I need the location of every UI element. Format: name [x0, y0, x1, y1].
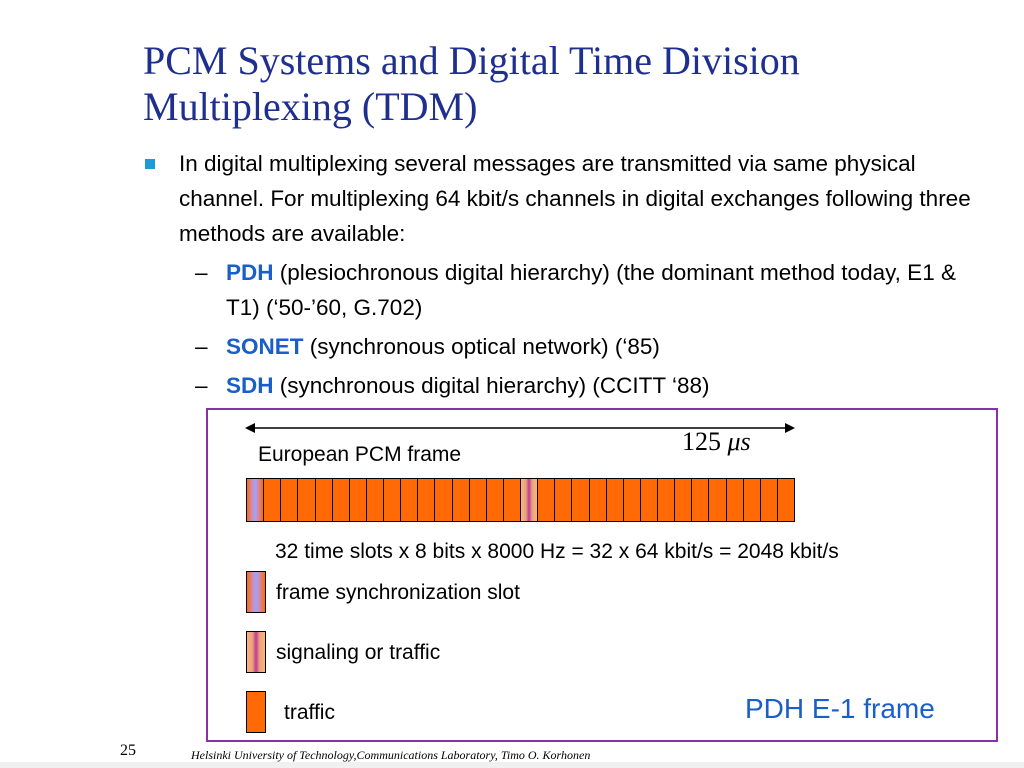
frame-duration: 125 μs [682, 427, 751, 457]
sub-bullet-sdh: – SDH (synchronous digital hierarchy) (C… [143, 368, 973, 403]
keyword-pdh: PDH [226, 260, 274, 285]
arrow-left-icon [245, 423, 255, 433]
legend-sync-label: frame synchronization slot [276, 581, 520, 604]
dash-icon: – [195, 373, 208, 398]
keyword-sonet: SONET [226, 334, 304, 359]
duration-arrow [245, 423, 795, 433]
traffic-slot [486, 479, 504, 521]
frame-label: European PCM frame [258, 443, 462, 466]
traffic-slot [538, 479, 556, 521]
frame-formula: 32 time slots x 8 bits x 8000 Hz = 32 x … [275, 540, 839, 563]
legend-signaling-swatch [246, 631, 266, 673]
traffic-slot [384, 479, 402, 521]
legend-traffic-label: traffic [284, 701, 335, 724]
sub-bullet-text: (synchronous digital hierarchy) (CCITT ‘… [273, 373, 710, 398]
traffic-slot [692, 479, 710, 521]
bullet-main-text: In digital multiplexing several messages… [179, 151, 971, 246]
traffic-slot [315, 479, 333, 521]
footer-rule [0, 762, 1024, 768]
pdh-frame-box [206, 408, 998, 742]
sub-bullet-text: (plesiochronous digital hierarchy) (the … [226, 260, 956, 320]
traffic-slot [366, 479, 384, 521]
traffic-slot [726, 479, 744, 521]
sub-bullet-pdh: – PDH (plesiochronous digital hierarchy)… [143, 255, 973, 325]
traffic-slot [469, 479, 487, 521]
traffic-slot [435, 479, 453, 521]
pcm-frame [246, 478, 795, 522]
traffic-slot [452, 479, 470, 521]
legend-sync-swatch [246, 571, 266, 613]
traffic-slot [572, 479, 590, 521]
traffic-slot [281, 479, 299, 521]
bullet-list: In digital multiplexing several messages… [143, 146, 973, 403]
sync-slot [247, 479, 265, 521]
traffic-slot [264, 479, 282, 521]
traffic-slot [332, 479, 350, 521]
title-line-1: PCM Systems and Digital Time Division [143, 38, 800, 83]
traffic-slot [555, 479, 573, 521]
dash-icon: – [195, 334, 208, 359]
page-number: 25 [120, 742, 136, 759]
bullet-square-icon [145, 159, 155, 169]
diagram-caption: PDH E-1 frame [745, 693, 935, 724]
traffic-slot [418, 479, 436, 521]
sub-bullet-text: (synchronous optical network) (‘85) [303, 334, 660, 359]
traffic-slot [349, 479, 367, 521]
traffic-slot [503, 479, 521, 521]
duration-number: 125 [682, 427, 721, 456]
legend-traffic-swatch [246, 691, 266, 733]
traffic-slot [640, 479, 658, 521]
traffic-slot [658, 479, 676, 521]
traffic-slot [298, 479, 316, 521]
traffic-slot [589, 479, 607, 521]
slide-title: PCM Systems and Digital Time Division Mu… [143, 38, 1003, 130]
keyword-sdh: SDH [226, 373, 274, 398]
title-line-2: Multiplexing (TDM) [143, 84, 478, 129]
arrow-right-icon [785, 423, 795, 433]
legend-signaling-label: signaling or traffic [276, 641, 441, 664]
duration-unit: μs [727, 427, 751, 456]
bullet-main: In digital multiplexing several messages… [143, 146, 973, 251]
footer-text: Helsinki University of Technology,Commun… [191, 748, 591, 762]
dash-icon: – [195, 260, 208, 285]
traffic-slot [743, 479, 761, 521]
traffic-slot [709, 479, 727, 521]
traffic-slot [777, 479, 794, 521]
traffic-slot [401, 479, 419, 521]
traffic-slot [760, 479, 778, 521]
traffic-slot [675, 479, 693, 521]
traffic-slot [606, 479, 624, 521]
traffic-slot [623, 479, 641, 521]
sub-bullet-sonet: – SONET (synchronous optical network) (‘… [143, 329, 973, 364]
signaling-slot [521, 479, 539, 521]
